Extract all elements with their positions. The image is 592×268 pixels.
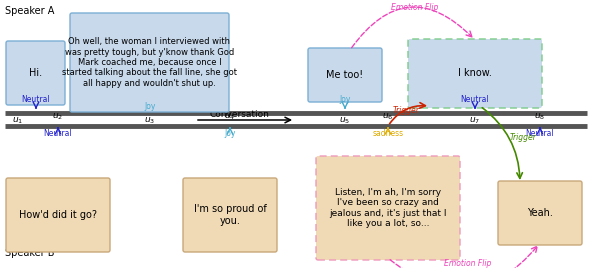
Text: Emotion Flip: Emotion Flip <box>445 259 492 268</box>
Text: $u_{4}$: $u_{4}$ <box>224 111 236 122</box>
Text: sadness: sadness <box>372 129 404 138</box>
Text: $u_{3}$: $u_{3}$ <box>144 116 156 126</box>
Text: Listen, I'm ah, I'm sorry
I've been so crazy and
jealous and, it's just that I
l: Listen, I'm ah, I'm sorry I've been so c… <box>329 188 447 228</box>
Text: Neutral: Neutral <box>44 129 72 138</box>
Text: Trigger: Trigger <box>510 133 537 142</box>
Text: $u_{1}$: $u_{1}$ <box>12 116 24 126</box>
Text: $u_{8}$: $u_{8}$ <box>535 111 546 122</box>
Text: Oh well, the woman I interviewed with
was pretty tough, but y'know thank God
Mar: Oh well, the woman I interviewed with wa… <box>62 37 237 88</box>
Text: Speaker B: Speaker B <box>5 248 54 258</box>
FancyBboxPatch shape <box>183 178 277 252</box>
Text: I'm so proud of
you.: I'm so proud of you. <box>194 204 266 226</box>
FancyBboxPatch shape <box>316 156 460 260</box>
Text: Joy: Joy <box>339 95 350 104</box>
Text: Neutral: Neutral <box>461 95 490 104</box>
Text: Conversation: Conversation <box>210 110 270 119</box>
Text: Neutral: Neutral <box>22 95 50 104</box>
FancyBboxPatch shape <box>6 41 65 105</box>
Text: Me too!: Me too! <box>326 70 363 80</box>
FancyBboxPatch shape <box>70 13 229 112</box>
Text: $u_{5}$: $u_{5}$ <box>339 116 350 126</box>
FancyBboxPatch shape <box>6 178 110 252</box>
Text: Neutral: Neutral <box>526 129 554 138</box>
Text: Yeah.: Yeah. <box>527 208 553 218</box>
Text: Joy: Joy <box>144 102 156 111</box>
Text: Trigger: Trigger <box>393 106 420 115</box>
FancyBboxPatch shape <box>498 181 582 245</box>
Text: $u_{7}$: $u_{7}$ <box>469 116 481 126</box>
Text: $u_{2}$: $u_{2}$ <box>53 111 63 122</box>
Text: $u_{6}$: $u_{6}$ <box>382 111 394 122</box>
Text: I know.: I know. <box>458 69 492 79</box>
Text: Speaker A: Speaker A <box>5 6 54 16</box>
Text: Hi.: Hi. <box>29 68 42 78</box>
Text: Emotion Flip: Emotion Flip <box>391 3 439 12</box>
Text: Joy: Joy <box>224 129 236 138</box>
Text: How'd did it go?: How'd did it go? <box>19 210 97 220</box>
FancyBboxPatch shape <box>308 48 382 102</box>
FancyBboxPatch shape <box>408 39 542 108</box>
